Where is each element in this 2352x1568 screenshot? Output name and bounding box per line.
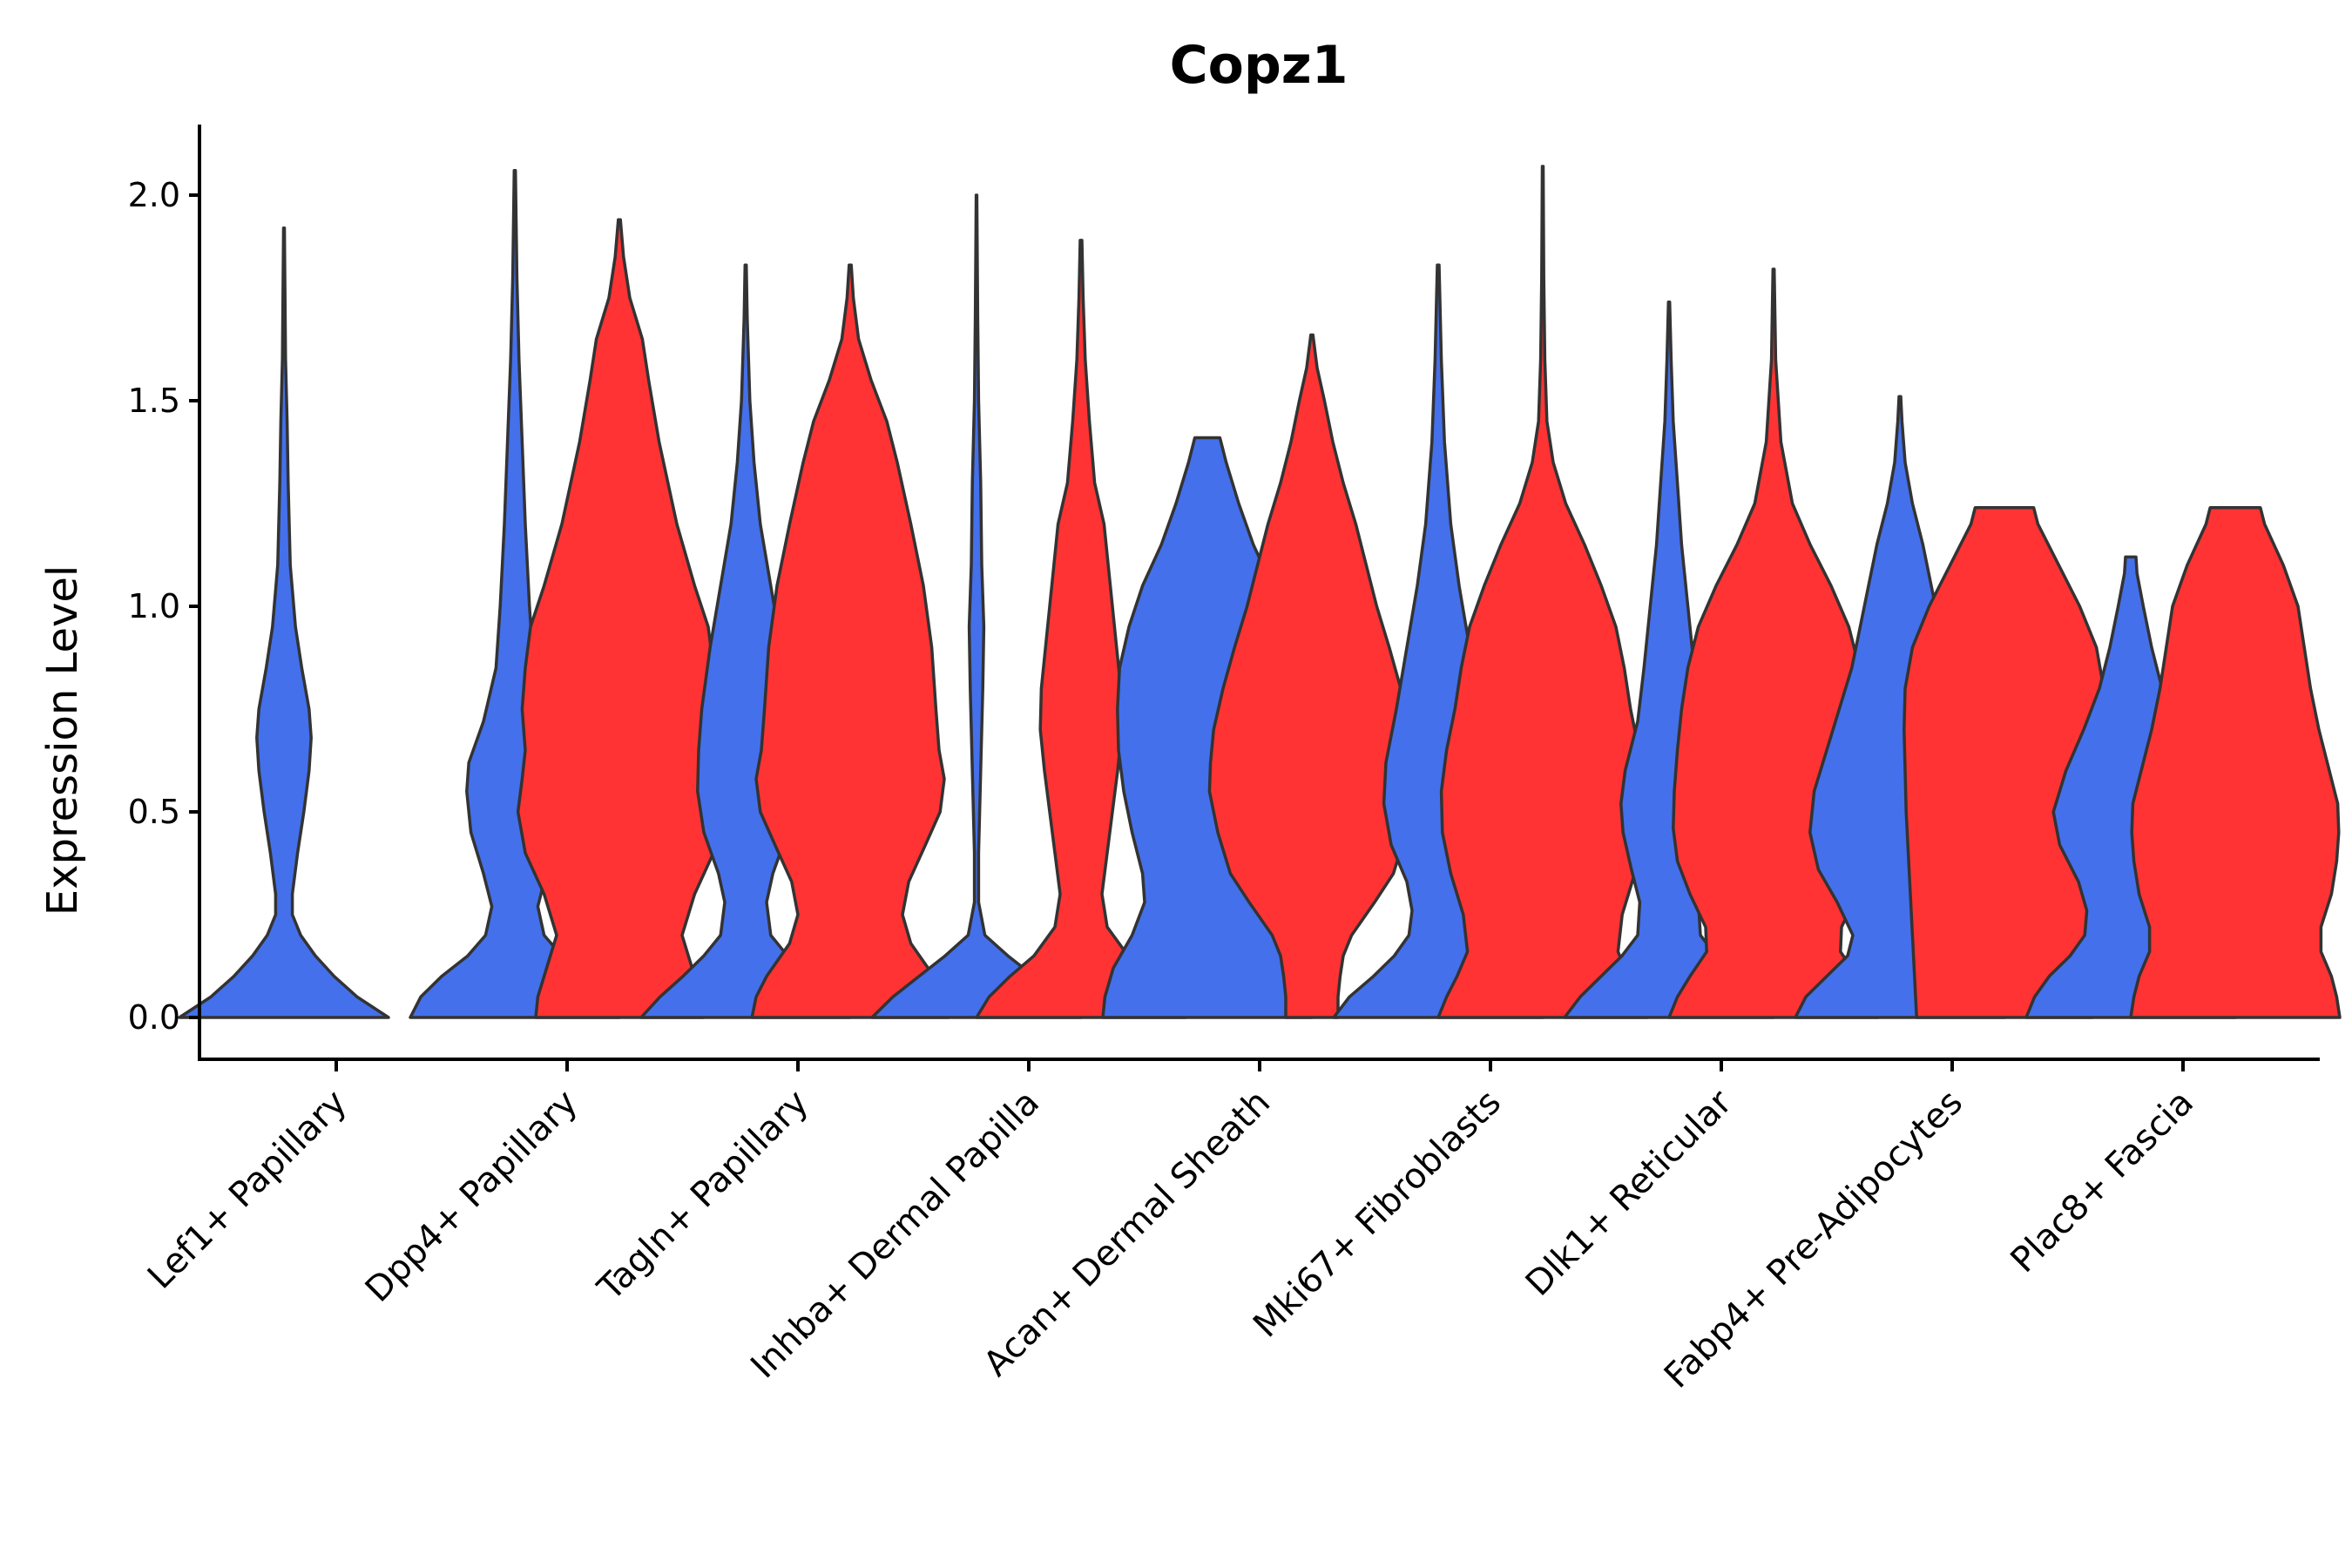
- y-tick-label: 1.5: [128, 382, 180, 420]
- y-tick-label: 2.0: [128, 176, 180, 214]
- x-tick-label: Dlk1+ Reticular: [1518, 1082, 1740, 1304]
- violin-series-group: [178, 165, 2342, 1019]
- y-axis-title: Expression Level: [38, 565, 87, 916]
- violin-group_b-tagln-papillary: [750, 263, 950, 1019]
- y-tick-label: 1.0: [128, 587, 180, 625]
- violin-group_b-inhba-dermal-papilla: [975, 239, 1187, 1019]
- x-tick-label: Plac8+ Fascia: [2004, 1083, 2202, 1281]
- x-tick-label: Lef1+ Papillary: [140, 1083, 355, 1297]
- y-tick-label: 0.5: [128, 793, 180, 831]
- violin-group_a-lef1-papillary: [178, 226, 390, 1019]
- x-tick-label: Tagln+ Papillary: [590, 1083, 816, 1309]
- y-tick-label: 0.0: [128, 998, 180, 1037]
- violin-group_a-tagln-papillary: [639, 263, 852, 1019]
- violin-group_b-dpp4-papillary: [516, 218, 723, 1019]
- violin-group_b-plac8-fascia: [2129, 505, 2342, 1019]
- violin-group_a-inhba-dermal-papilla: [870, 193, 1083, 1019]
- violin-group_b-mki67-fibroblasts: [1436, 165, 1649, 1019]
- x-tick-label: Dpp4+ Papillary: [358, 1083, 585, 1310]
- y-ticks: 0.0 0.5 1.0 1.5 2.0: [128, 176, 199, 1037]
- x-tick-label: Mki67+ Fibroblasts: [1246, 1083, 1509, 1346]
- x-ticks: Lef1+ Papillary Dpp4+ Papillary Tagln+ Pap…: [140, 1059, 2201, 1396]
- chart-title: Copz1: [1170, 35, 1348, 96]
